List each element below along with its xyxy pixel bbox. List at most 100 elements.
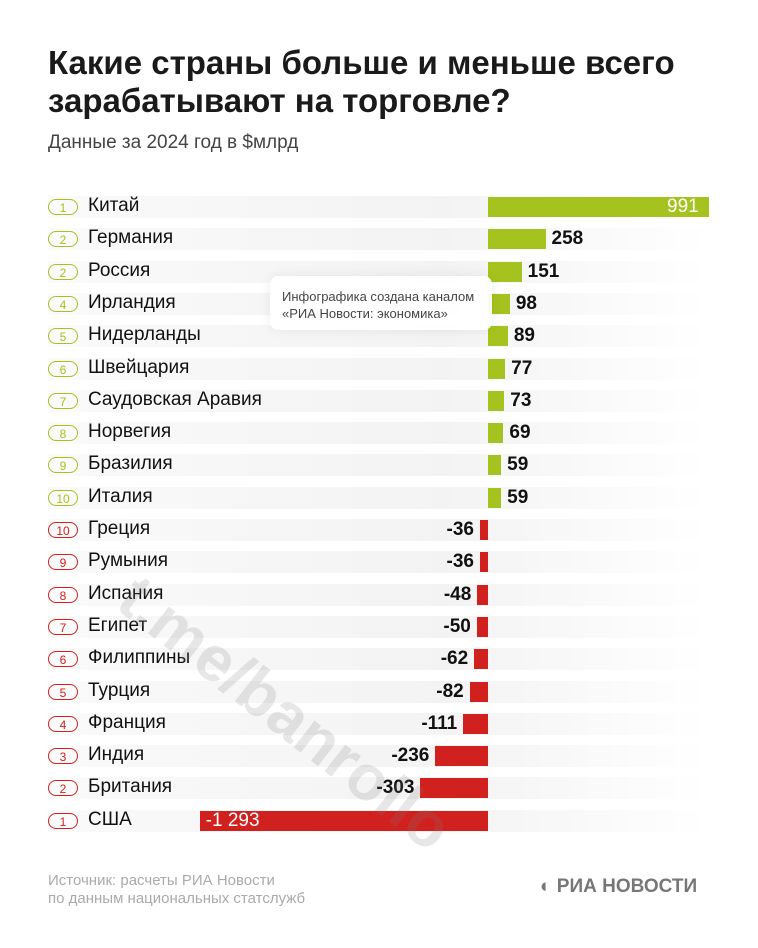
value-label: -1 293	[205, 809, 260, 831]
bar	[488, 487, 502, 508]
ria-logo: ◐ РИА НОВОСТИ	[540, 876, 697, 898]
bar	[488, 197, 709, 217]
bar	[488, 229, 546, 250]
row-background	[48, 519, 710, 541]
bar	[463, 713, 488, 734]
rank-badge: 2	[48, 263, 78, 280]
rank-badge: 8	[48, 586, 78, 603]
tooltip-line: «РИА Новости: экономика»	[282, 306, 448, 321]
value-label: 89	[513, 325, 535, 347]
rank-badge: 2	[48, 231, 78, 248]
value-label: 991	[667, 196, 699, 217]
value-label: 69	[509, 422, 531, 444]
logo-icon: ◐	[540, 876, 557, 897]
country-label: Британия	[88, 776, 173, 798]
country-label: Греция	[88, 518, 151, 539]
country-label: Филиппины	[88, 647, 191, 669]
bar	[488, 293, 510, 314]
chart-row: 1 США -1 293	[48, 808, 710, 834]
bar	[488, 455, 502, 476]
chart-row: 2 Россия 151	[48, 259, 710, 285]
country-label: Швейцария	[88, 356, 190, 378]
bar	[469, 681, 488, 702]
row-background	[48, 745, 710, 768]
rank-badge: 8	[48, 425, 78, 442]
bar	[479, 520, 488, 540]
chart-row: 8 Норвегия 69	[48, 420, 710, 446]
bar	[488, 326, 508, 347]
chart-row: 6 Филиппины -62	[48, 646, 710, 672]
logo-text: РИА НОВОСТИ	[556, 876, 698, 897]
row-background	[48, 325, 710, 348]
value-label: -36	[446, 519, 474, 540]
value-label: 98	[515, 292, 537, 314]
bar	[474, 649, 488, 670]
rank-badge: 10	[48, 522, 78, 538]
value-label: -62	[440, 648, 469, 670]
bar	[420, 778, 488, 799]
bar	[488, 390, 505, 411]
chart-row: 7 Египет -50	[48, 614, 710, 640]
country-label: Германия	[88, 227, 174, 249]
country-label: Китай	[88, 195, 140, 216]
rank-badge: 4	[48, 295, 78, 312]
rank-badge: 2	[48, 780, 78, 797]
chart-row: 4 Франция -111	[48, 711, 710, 737]
chart-row: 5 Нидерланды 89	[48, 323, 710, 349]
row-background	[48, 454, 710, 477]
value-label: -48	[443, 583, 472, 605]
chart-row: 7 Саудовская Аравия 73	[48, 388, 710, 414]
row-background	[48, 486, 710, 509]
rank-badge: 5	[48, 328, 78, 345]
chart-row: 9 Бразилия 59	[48, 452, 710, 478]
rank-badge: 9	[48, 554, 78, 571]
value-label: 258	[551, 228, 584, 250]
country-label: Египет	[88, 614, 148, 636]
rank-badge: 7	[48, 618, 78, 635]
bar	[435, 746, 488, 767]
row-background	[48, 615, 710, 638]
country-label: Нидерланды	[88, 324, 201, 346]
value-label: -236	[391, 745, 430, 767]
chart-row: 9 Румыния -36	[48, 549, 710, 575]
rank-badge: 3	[48, 748, 78, 765]
country-label: Россия	[88, 259, 151, 281]
country-label: США	[88, 808, 132, 830]
value-label: -82	[436, 680, 464, 702]
row-background	[48, 422, 710, 445]
source-line: по данным национальных статслужб	[48, 890, 306, 907]
country-label: Бразилия	[88, 453, 173, 475]
bar	[488, 261, 522, 282]
value-label: -50	[443, 615, 471, 637]
row-background	[48, 551, 710, 574]
rank-badge: 4	[48, 715, 78, 732]
source-line: Источник: расчеты РИА Новости	[48, 872, 275, 889]
row-background	[48, 389, 710, 412]
row-background	[48, 583, 710, 606]
tooltip: Инфографика создана каналом «РИА Новости…	[270, 276, 492, 330]
chart-row: 10 Греция -36	[48, 517, 710, 543]
row-background	[48, 260, 710, 283]
bar	[479, 552, 488, 573]
rank-badge: 10	[48, 489, 78, 506]
rank-badge: 1	[48, 199, 78, 215]
value-label: 73	[510, 389, 532, 411]
bar	[199, 810, 488, 831]
rank-badge: 7	[48, 392, 78, 409]
country-label: Индия	[88, 744, 145, 766]
chart-row: 2 Британия -303	[48, 775, 710, 801]
value-label: 77	[511, 357, 533, 379]
bar	[488, 423, 504, 444]
row-background	[48, 357, 710, 380]
chart-title: Какие страны больше и меньше всего зараб…	[48, 44, 675, 119]
country-label: Ирландия	[88, 291, 176, 313]
bar	[488, 358, 506, 379]
chart-row: 3 Индия -236	[48, 743, 710, 769]
rank-badge: 6	[48, 360, 78, 377]
country-label: Норвегия	[88, 421, 172, 443]
chart-row: 10 Италия 59	[48, 485, 710, 511]
rank-badge: 9	[48, 457, 78, 474]
row-background	[48, 648, 710, 671]
chart-row: 1 Китай 991	[48, 194, 710, 220]
